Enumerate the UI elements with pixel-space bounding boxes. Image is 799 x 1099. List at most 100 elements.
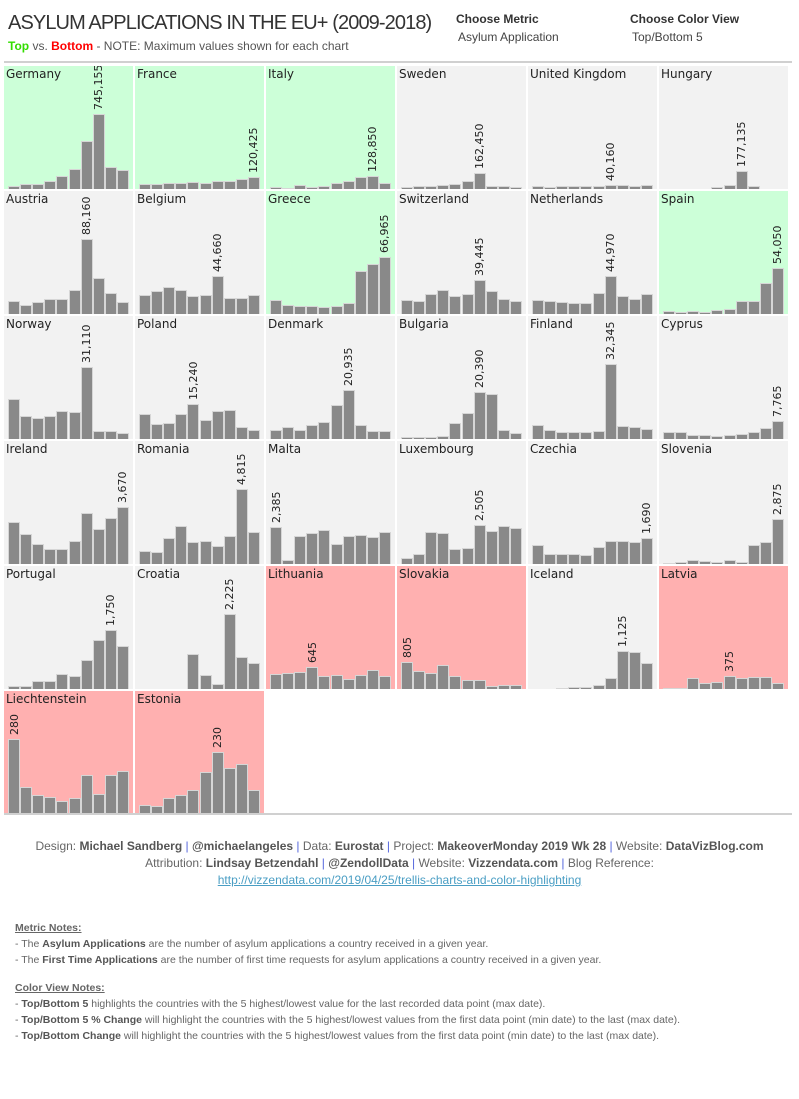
bar-2015[interactable] [473,280,486,314]
bar-2013[interactable] [580,686,593,689]
bar-2017[interactable] [628,185,641,189]
bar-2015[interactable] [735,171,748,189]
bar-2014[interactable] [199,541,212,564]
bar-2018[interactable] [378,430,391,439]
bar-2016[interactable] [485,394,498,439]
bar-2014[interactable] [330,404,343,439]
country-panel-estonia[interactable]: Estonia 230 [135,691,264,814]
bar-2010[interactable] [413,185,426,189]
bar-2014[interactable] [199,772,212,814]
bar-2011[interactable] [32,183,45,189]
bar-2014[interactable] [723,184,736,189]
bar-2013[interactable] [56,411,69,439]
bar-2012[interactable] [437,532,450,564]
bar-2012[interactable] [568,302,581,314]
bar-2011[interactable] [294,306,307,314]
bar-2011[interactable] [556,688,569,689]
bar-2015[interactable] [80,239,93,314]
bar-2017[interactable] [104,430,117,439]
bar-2016[interactable] [485,290,498,314]
bar-2016[interactable] [616,541,629,564]
bar-2013[interactable] [449,295,462,314]
bar-2011[interactable] [294,671,307,689]
bar-2012[interactable] [306,187,319,189]
country-panel-slovenia[interactable]: Slovenia 2,875 [659,441,788,564]
bar-2014[interactable] [199,182,212,189]
bar-2014[interactable] [199,420,212,439]
bar-2010[interactable] [151,552,164,564]
bar-2012[interactable] [175,526,188,564]
bar-2012[interactable] [175,413,188,439]
bar-2010[interactable] [675,432,688,439]
bar-2018[interactable] [509,301,522,314]
bar-2010[interactable] [282,560,295,564]
bar-2012[interactable] [306,667,319,689]
bar-2015[interactable] [211,276,224,314]
bar-2018[interactable] [771,268,784,314]
bar-2016[interactable] [747,677,760,689]
bar-2018[interactable] [378,676,391,689]
bar-2010[interactable] [413,553,426,564]
bar-2014[interactable] [330,182,343,189]
country-panel-luxembourg[interactable]: Luxembourg 2,505 [397,441,526,564]
bar-2014[interactable] [68,412,81,439]
country-panel-lithuania[interactable]: Lithuania 645 [266,566,395,689]
bar-2018[interactable] [771,682,784,689]
bar-2013[interactable] [187,653,200,689]
bar-2017[interactable] [628,542,641,564]
bar-2010[interactable] [20,533,33,564]
bar-2009[interactable] [8,739,21,814]
bar-2014[interactable] [330,306,343,314]
bar-2011[interactable] [32,795,45,814]
bar-2010[interactable] [20,787,33,814]
bar-2012[interactable] [44,796,57,814]
bar-2015[interactable] [211,546,224,564]
country-panel-belgium[interactable]: Belgium 44,660 [135,191,264,314]
bar-2009[interactable] [139,184,152,189]
bar-2016[interactable] [92,793,105,814]
bar-2010[interactable] [544,301,557,314]
bar-2015[interactable] [342,302,355,314]
bar-2009[interactable] [401,437,414,439]
bar-2013[interactable] [56,299,69,314]
bar-2013[interactable] [56,549,69,564]
bar-2013[interactable] [187,403,200,439]
bar-2009[interactable] [401,300,414,314]
bar-2013[interactable] [318,676,331,689]
bar-2012[interactable] [437,665,450,689]
bar-2012[interactable] [175,289,188,314]
bar-2014[interactable] [723,676,736,689]
country-panel-denmark[interactable]: Denmark 20,935 [266,316,395,439]
color-view-dropdown[interactable]: Top/Bottom 5 [632,30,703,44]
bar-2016[interactable] [223,768,236,814]
bar-2012[interactable] [44,416,57,439]
bar-2014[interactable] [461,547,474,564]
bar-2016[interactable] [223,298,236,314]
bar-2011[interactable] [556,431,569,439]
bar-2016[interactable] [616,185,629,189]
bar-2017[interactable] [104,630,117,689]
bar-2013[interactable] [187,182,200,189]
bar-2018[interactable] [640,663,653,689]
country-panel-latvia[interactable]: Latvia 375 [659,566,788,689]
bar-2013[interactable] [56,800,69,814]
bar-2011[interactable] [32,543,45,564]
bar-2013[interactable] [449,422,462,439]
bar-2015[interactable] [211,181,224,189]
bar-2010[interactable] [282,672,295,689]
country-panel-cyprus[interactable]: Cyprus 7,765 [659,316,788,439]
bar-2018[interactable] [247,429,260,439]
bar-2009[interactable] [139,551,152,564]
bar-2014[interactable] [592,430,605,439]
bar-2013[interactable] [711,436,724,439]
bar-2010[interactable] [675,562,688,564]
bar-2015[interactable] [342,180,355,189]
bar-2012[interactable] [568,186,581,189]
country-panel-liechtenstein[interactable]: Liechtenstein 280 [4,691,133,814]
bar-2018[interactable] [116,771,129,814]
country-panel-ireland[interactable]: Ireland 3,670 [4,441,133,564]
bar-2009[interactable] [532,300,545,314]
bar-2018[interactable] [116,170,129,189]
bar-2011[interactable] [556,301,569,314]
bar-2013[interactable] [318,186,331,189]
